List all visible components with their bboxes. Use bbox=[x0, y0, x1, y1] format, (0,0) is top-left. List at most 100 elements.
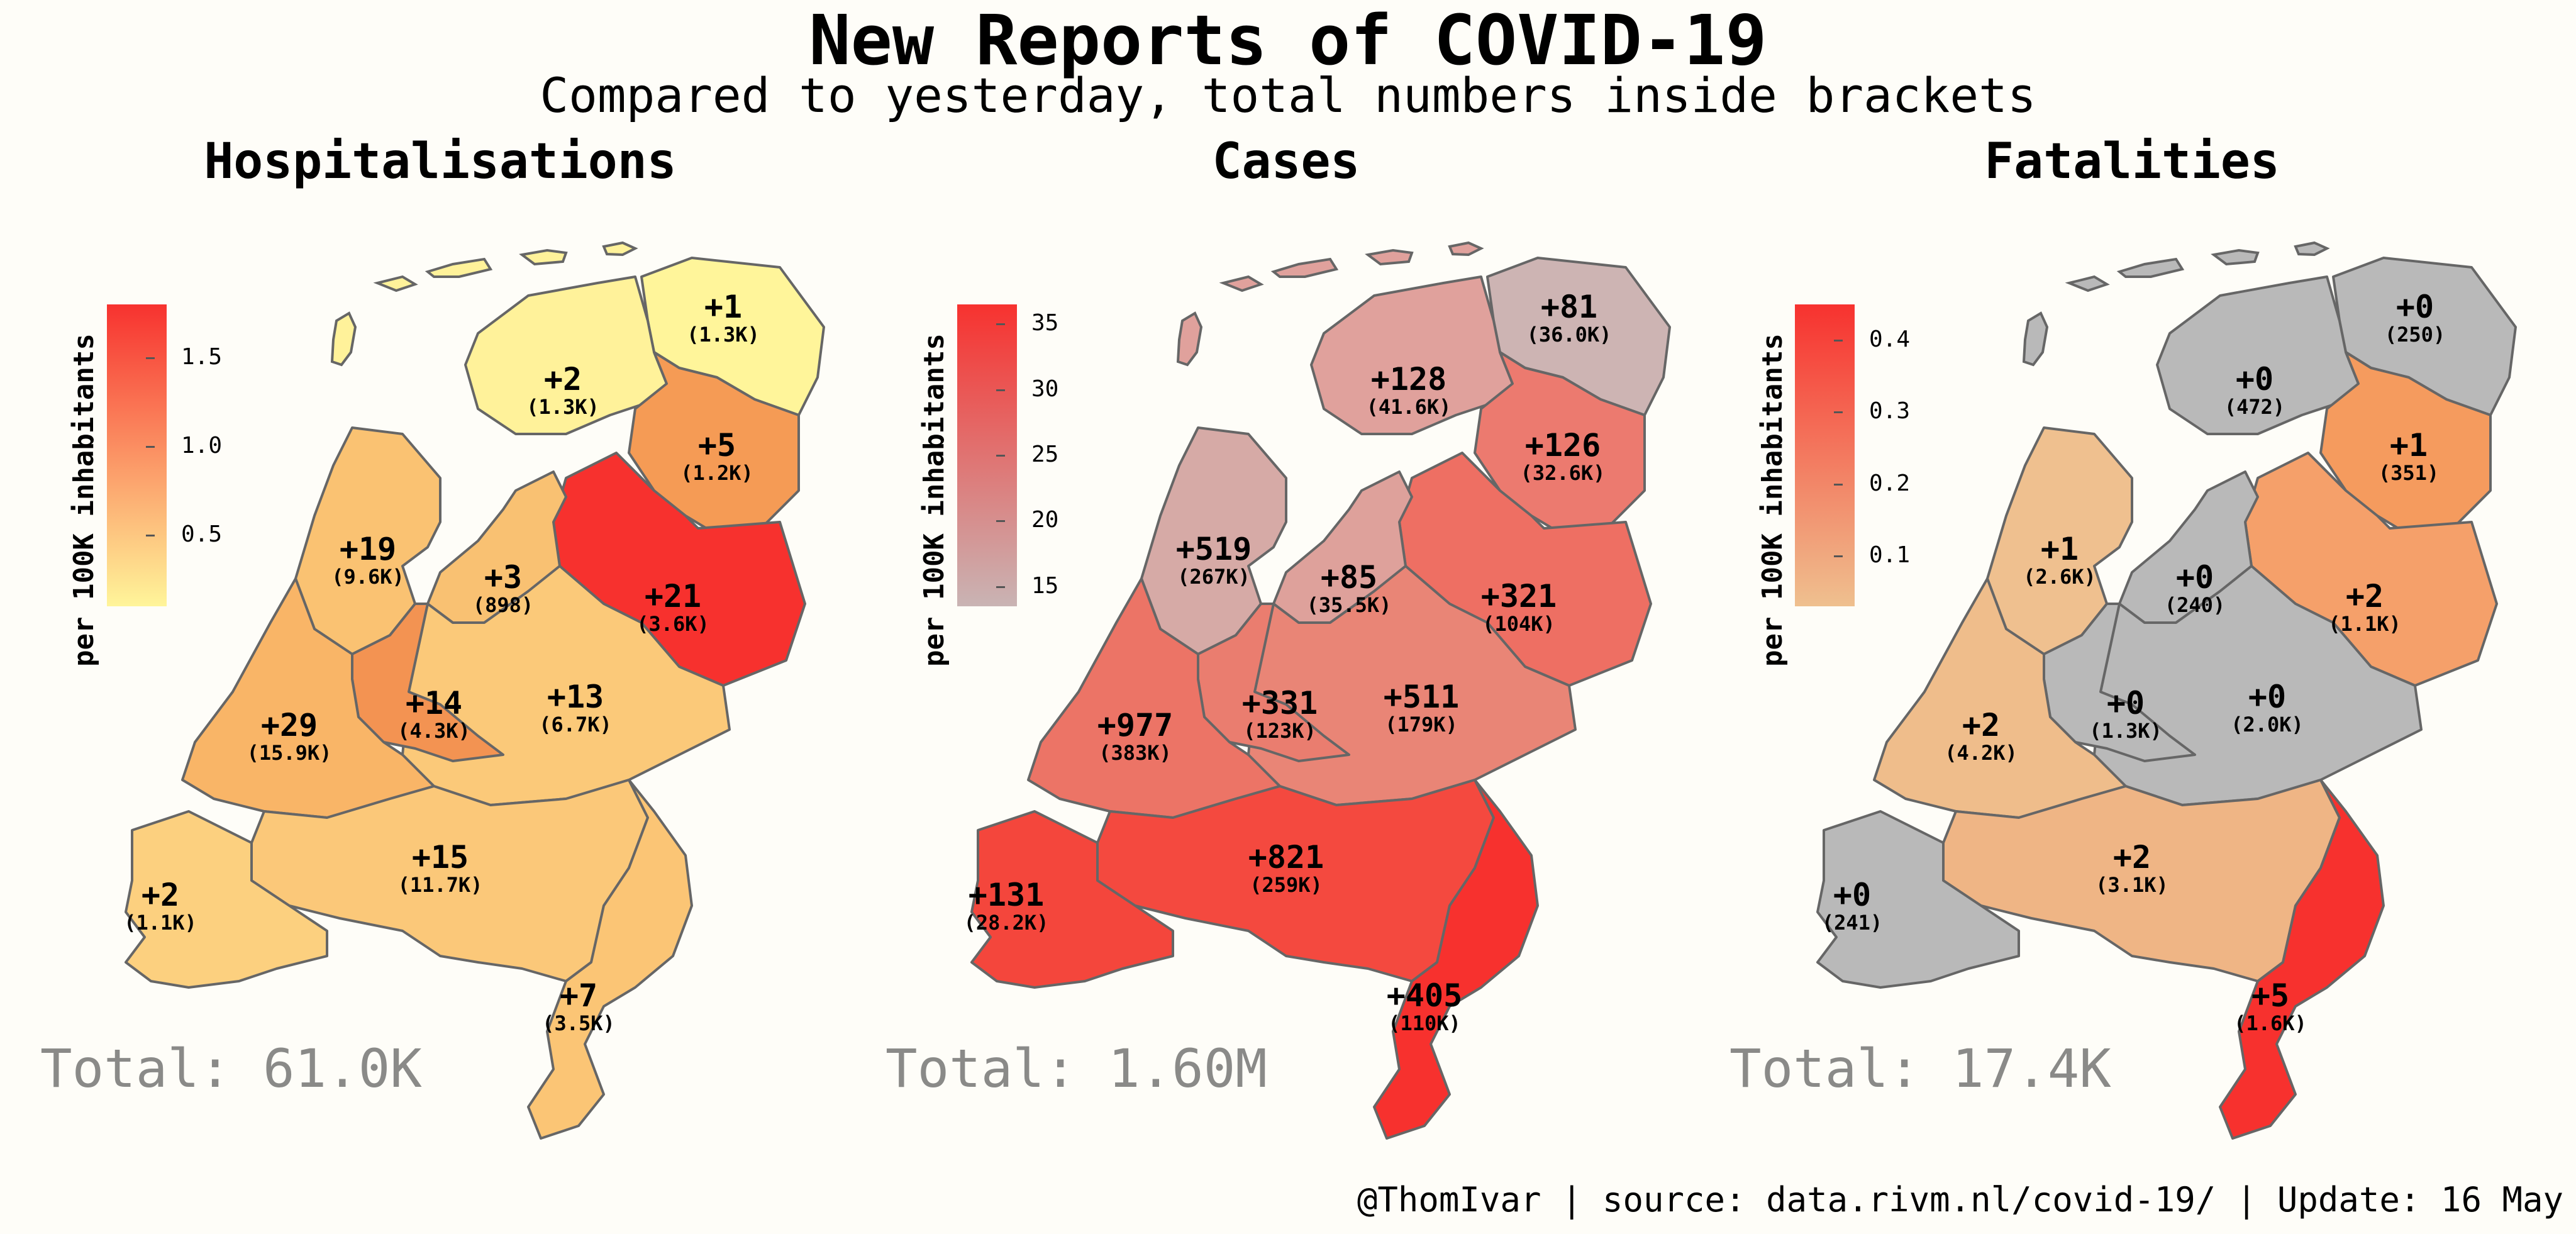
province-change-label: +519 bbox=[1176, 531, 1252, 567]
province-change-label: +0 bbox=[2248, 679, 2286, 715]
province-change-label: +131 bbox=[969, 877, 1044, 913]
province-total-label: (351) bbox=[2379, 461, 2439, 485]
province-change-label: +0 bbox=[2236, 361, 2273, 397]
province-change-label: +21 bbox=[645, 578, 701, 614]
province-change-label: +511 bbox=[1384, 679, 1459, 715]
province-change-label: +128 bbox=[1371, 361, 1446, 397]
province-total-label: (898) bbox=[473, 593, 533, 617]
total-label: Total: 17.4K bbox=[1729, 1038, 2111, 1099]
province-total-label: (36.0K) bbox=[1527, 323, 1612, 347]
province-total-label: (41.6K) bbox=[1367, 395, 1452, 419]
province-total-label: (28.2K) bbox=[964, 911, 1049, 935]
legend-tick-mark bbox=[996, 586, 1005, 588]
province-limburg bbox=[527, 779, 693, 1140]
province-change-label: +0 bbox=[2396, 289, 2434, 325]
island-shape bbox=[330, 311, 357, 367]
province-change-label: +2 bbox=[1962, 707, 2000, 743]
province-map: +1(1.3K)+2(1.3K)+5(1.2K)+21(3.6K)+3(898)… bbox=[124, 241, 825, 1140]
province-change-label: +19 bbox=[340, 531, 396, 567]
legend-tick-mark bbox=[146, 535, 155, 537]
province-change-label: +1 bbox=[2390, 427, 2428, 464]
province-change-label: +2 bbox=[2113, 839, 2151, 875]
province-change-label: +81 bbox=[1541, 289, 1597, 325]
province-total-label: (179K) bbox=[1385, 713, 1458, 737]
island-shape bbox=[1448, 241, 1484, 257]
panel-title-cases: Cases bbox=[1212, 133, 1360, 190]
legend-tick-mark bbox=[146, 357, 155, 359]
province-change-label: +2 bbox=[142, 877, 179, 913]
province-change-label: +1 bbox=[704, 289, 742, 325]
province-total-label: (123K) bbox=[1243, 719, 1316, 743]
province-change-label: +0 bbox=[2176, 559, 2214, 596]
legend-tick-label: 15 bbox=[1031, 572, 1059, 599]
legend-tick-label: 1.0 bbox=[181, 432, 223, 459]
legend-tick-mark bbox=[996, 455, 1005, 457]
province-total-label: (6.7K) bbox=[539, 713, 612, 737]
province-change-label: +405 bbox=[1387, 977, 1462, 1014]
province-limburg bbox=[2219, 779, 2385, 1140]
province-change-label: +977 bbox=[1097, 707, 1173, 743]
legend-tick-mark bbox=[1834, 555, 1843, 557]
province-total-label: (35.5K) bbox=[1307, 593, 1392, 617]
island-shape bbox=[1270, 257, 1339, 278]
legend-tick-mark bbox=[996, 323, 1005, 326]
province-total-label: (3.6K) bbox=[636, 612, 709, 636]
legend-axis-label: per 100K inhabitants bbox=[918, 333, 950, 667]
province-total-label: (1.3K) bbox=[2089, 719, 2162, 743]
province-change-label: +29 bbox=[261, 707, 318, 743]
province-total-label: (1.6K) bbox=[2234, 1011, 2307, 1035]
province-change-label: +14 bbox=[406, 685, 462, 721]
province-total-label: (383K) bbox=[1099, 741, 1172, 765]
page-subtitle: Compared to yesterday, total numbers ins… bbox=[540, 67, 2036, 123]
province-change-label: +1 bbox=[2041, 531, 2079, 567]
province-change-label: +13 bbox=[547, 679, 604, 715]
province-map: +81(36.0K) +128(41.6K) +126(32.6K) +321(104… bbox=[964, 241, 1671, 1140]
province-change-label: +126 bbox=[1525, 427, 1601, 464]
province-change-label: +7 bbox=[560, 977, 597, 1014]
province-limburg bbox=[1373, 779, 1539, 1140]
island-shape bbox=[2211, 248, 2260, 266]
province-change-label: +85 bbox=[1321, 559, 1377, 596]
legend-tick-label: 20 bbox=[1031, 507, 1059, 533]
legend-tick-label: 0.3 bbox=[1869, 398, 1911, 425]
total-label: Total: 61.0K bbox=[40, 1038, 422, 1099]
island-shape bbox=[1176, 311, 1203, 367]
province-total-label: (259K) bbox=[1250, 873, 1323, 897]
province-total-label: (4.3K) bbox=[397, 719, 470, 743]
province-change-label: +5 bbox=[698, 427, 736, 464]
province-total-label: (241) bbox=[1822, 911, 1882, 935]
color-legend-bar bbox=[957, 304, 1017, 606]
legend-tick-label: 0.4 bbox=[1869, 326, 1911, 353]
province-total-label: (9.6K) bbox=[331, 565, 404, 589]
footer-credit: @ThomIvar | source: data.rivm.nl/covid-1… bbox=[1357, 1180, 2563, 1220]
legend-tick-label: 30 bbox=[1031, 375, 1059, 402]
province-zeeland bbox=[970, 810, 1174, 989]
province-total-label: (1.1K) bbox=[124, 911, 197, 935]
legend-axis-label: per 100K inhabitants bbox=[1757, 333, 1789, 667]
province-total-label: (3.5K) bbox=[542, 1011, 615, 1035]
legend-tick-label: 0.5 bbox=[181, 521, 223, 548]
legend-tick-mark bbox=[1834, 411, 1843, 414]
island-shape bbox=[519, 248, 568, 266]
province-total-label: (104K) bbox=[1482, 612, 1555, 636]
panel-title-hospitalisations: Hospitalisations bbox=[204, 133, 677, 190]
province-change-label: +15 bbox=[412, 839, 469, 875]
island-shape bbox=[2022, 311, 2049, 367]
province-map: +0(250)+0(472)+1(351)+2(1.1K)+0(240)+1(2… bbox=[1816, 241, 2517, 1140]
province-total-label: (240) bbox=[2165, 593, 2225, 617]
legend-tick-mark bbox=[146, 445, 155, 448]
island-shape bbox=[373, 275, 418, 292]
province-total-label: (110K) bbox=[1388, 1011, 1461, 1035]
province-total-label: (1.3K) bbox=[687, 323, 760, 347]
province-total-label: (3.1K) bbox=[2096, 873, 2168, 897]
legend-tick-mark bbox=[1834, 483, 1843, 486]
province-change-label: +821 bbox=[1248, 839, 1324, 875]
island-shape bbox=[1365, 248, 1414, 266]
island-shape bbox=[2065, 275, 2110, 292]
island-shape bbox=[2294, 241, 2330, 257]
page-title: New Reports of COVID-19 bbox=[809, 0, 1767, 81]
province-total-label: (1.1K) bbox=[2328, 612, 2401, 636]
province-total-label: (1.2K) bbox=[680, 461, 753, 485]
province-change-label: +2 bbox=[2346, 578, 2384, 614]
legend-tick-label: 25 bbox=[1031, 442, 1059, 467]
